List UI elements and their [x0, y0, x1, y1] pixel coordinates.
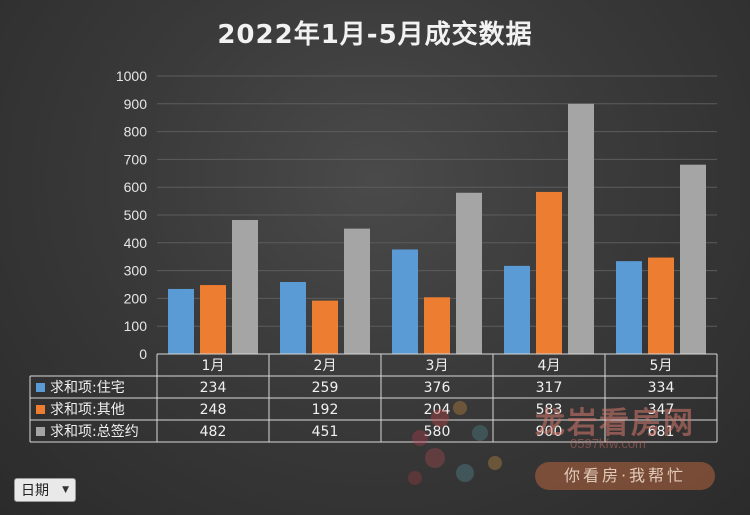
data-label: 451 [312, 424, 339, 440]
data-label: 347 [648, 402, 675, 418]
y-tick-label: 1000 [116, 68, 147, 84]
data-label: 900 [536, 424, 563, 440]
data-label: 334 [648, 380, 675, 396]
bar [392, 249, 418, 354]
y-tick-label: 300 [124, 263, 148, 279]
bar [648, 257, 674, 354]
date-filter-button[interactable]: 日期 ▼ [14, 478, 76, 502]
bar [504, 265, 530, 354]
bar [168, 288, 194, 354]
bar [232, 220, 258, 354]
bar [280, 281, 306, 354]
data-label: 583 [536, 402, 563, 418]
y-tick-label: 100 [124, 318, 148, 334]
bar [312, 300, 338, 354]
data-label: 482 [200, 424, 227, 440]
y-tick-label: 400 [124, 235, 148, 251]
x-tick-label: 2月 [314, 358, 337, 374]
bar [344, 228, 370, 354]
legend-entry: 求和项:其他 [50, 402, 125, 418]
x-tick-label: 4月 [538, 358, 561, 374]
dropdown-arrow-icon: ▼ [62, 485, 69, 495]
y-tick-label: 900 [124, 96, 148, 112]
data-label: 580 [424, 424, 451, 440]
bar [568, 103, 594, 354]
y-tick-label: 500 [124, 207, 148, 223]
x-tick-label: 1月 [202, 358, 225, 374]
data-label: 259 [312, 380, 339, 396]
legend-swatch [36, 383, 45, 392]
bar [680, 164, 706, 354]
data-label: 204 [424, 402, 451, 418]
bar [616, 261, 642, 354]
data-label: 248 [200, 402, 227, 418]
chart-title: 2022年1月-5月成交数据 [217, 20, 533, 50]
y-tick-label: 0 [139, 346, 147, 362]
legend-entry: 求和项:总签约 [50, 423, 139, 440]
date-filter-label: 日期 [21, 483, 49, 499]
y-tick-label: 800 [124, 124, 148, 140]
bar [424, 297, 450, 354]
bar [536, 191, 562, 354]
legend-swatch [36, 405, 45, 414]
legend-swatch [36, 427, 45, 436]
legend-entry: 求和项:住宅 [50, 380, 125, 396]
data-label: 192 [312, 402, 339, 418]
bar [456, 192, 482, 354]
data-label: 681 [648, 424, 675, 440]
data-label: 376 [424, 380, 451, 396]
x-tick-label: 5月 [650, 358, 673, 374]
x-tick-label: 3月 [426, 358, 449, 374]
bar [200, 285, 226, 354]
data-label: 317 [536, 380, 563, 396]
y-tick-label: 700 [124, 151, 148, 167]
y-tick-label: 600 [124, 179, 148, 195]
data-label: 234 [200, 380, 227, 396]
y-tick-label: 200 [124, 290, 148, 306]
